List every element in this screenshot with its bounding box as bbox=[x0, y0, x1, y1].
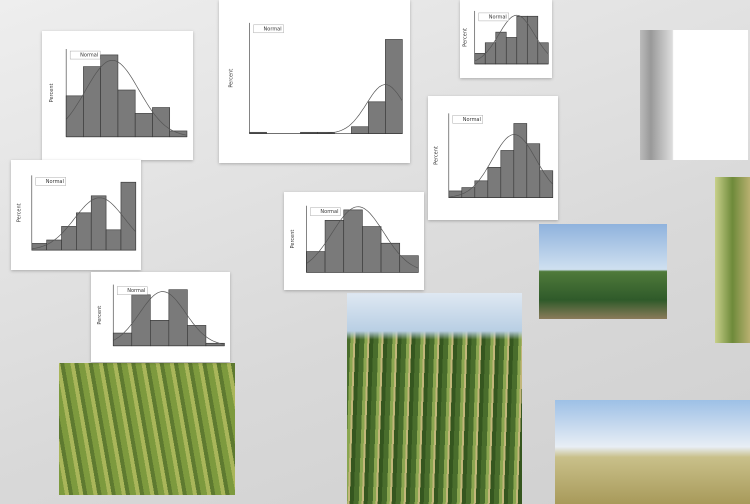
bar bbox=[400, 256, 419, 273]
bar bbox=[485, 43, 496, 64]
bar bbox=[362, 227, 381, 273]
legend-label: Normal bbox=[463, 117, 481, 123]
legend-label: Normal bbox=[80, 53, 98, 59]
collage: NormalPercentNormalPercentNormalPercentN… bbox=[0, 0, 750, 504]
bar bbox=[83, 67, 100, 137]
histogram: Normal Percent bbox=[460, 0, 552, 78]
person-photo bbox=[555, 400, 750, 504]
histogram-panel: Normal Percent bbox=[428, 96, 558, 220]
y-axis-label: Percent bbox=[290, 230, 296, 249]
bar bbox=[344, 210, 363, 272]
bar bbox=[385, 39, 402, 133]
bar bbox=[169, 290, 188, 346]
bar bbox=[517, 16, 528, 64]
bar bbox=[135, 113, 152, 136]
bar bbox=[462, 188, 475, 198]
bar bbox=[76, 213, 91, 250]
legend-label: Normal bbox=[46, 179, 64, 185]
y-axis-label: Percent bbox=[229, 69, 235, 88]
bar bbox=[306, 252, 325, 273]
y-axis-label: Percent bbox=[16, 203, 22, 222]
legend-label: Normal bbox=[127, 288, 145, 294]
histogram: Normal Percent bbox=[428, 96, 558, 220]
histogram-panel: Normal Percent bbox=[11, 160, 141, 270]
histogram-panel: Normal Percent bbox=[284, 192, 424, 290]
histogram: Normal Percent bbox=[42, 31, 193, 160]
bar bbox=[368, 102, 385, 134]
y-axis-label: Percent bbox=[97, 306, 103, 325]
bar bbox=[527, 16, 538, 64]
histogram-panel: Normal Percent bbox=[91, 272, 230, 362]
legend-label: Normal bbox=[264, 26, 282, 32]
bar bbox=[118, 90, 135, 137]
wheat-photo bbox=[59, 363, 235, 495]
y-axis-label: Percent bbox=[433, 146, 439, 165]
bar bbox=[106, 230, 121, 250]
bar bbox=[527, 144, 540, 198]
field-photo bbox=[539, 224, 667, 319]
legend-label: Normal bbox=[489, 14, 507, 20]
y-axis-label: Percent bbox=[463, 28, 469, 47]
bar bbox=[187, 325, 206, 345]
histogram: Normal Percent bbox=[11, 160, 141, 270]
wheat-photo bbox=[347, 293, 522, 504]
bar bbox=[540, 171, 553, 198]
bar bbox=[62, 226, 77, 250]
histogram: Normal Percent bbox=[284, 192, 424, 290]
bar bbox=[170, 131, 187, 137]
histogram-panel: Normal Percent bbox=[42, 31, 193, 160]
histogram-panel: Normal Percent bbox=[460, 0, 552, 78]
bar bbox=[91, 196, 106, 250]
scatter-image bbox=[640, 30, 748, 160]
legend-label: Normal bbox=[320, 209, 338, 215]
bar bbox=[47, 240, 62, 250]
bar bbox=[32, 243, 47, 250]
bar bbox=[501, 150, 514, 197]
histogram: Normal Percent bbox=[91, 272, 230, 362]
bar bbox=[381, 243, 400, 272]
bar bbox=[351, 127, 368, 134]
bar bbox=[538, 43, 549, 64]
bar bbox=[488, 167, 501, 197]
histogram: Normal Percent bbox=[219, 0, 410, 163]
histogram-panel: Normal Percent bbox=[219, 0, 410, 163]
y-axis-label: Percent bbox=[49, 83, 55, 102]
bar bbox=[506, 37, 517, 64]
bar bbox=[113, 333, 132, 346]
bar bbox=[101, 55, 118, 137]
wheat-photo bbox=[715, 177, 750, 343]
bar bbox=[325, 220, 344, 272]
bar bbox=[150, 320, 169, 346]
